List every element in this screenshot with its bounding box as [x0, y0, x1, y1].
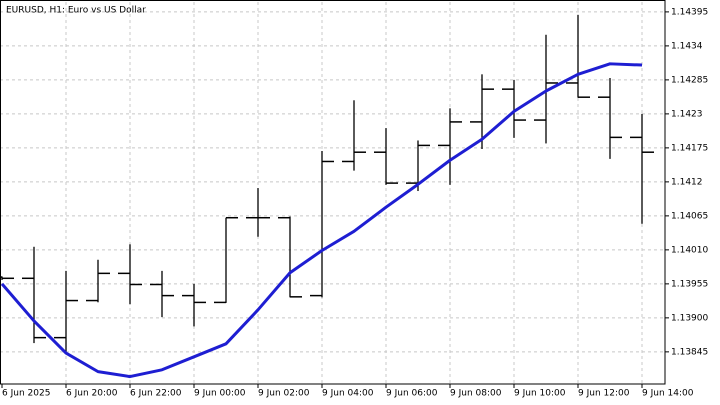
y-tick-label: 1.14395: [671, 7, 708, 17]
x-tick-label: 9 Jun 12:00: [578, 389, 630, 399]
chart-title: EURUSD, H1: Euro vs US Dollar: [6, 6, 146, 16]
y-tick-label: 1.14175: [671, 143, 708, 153]
x-tick-label: 6 Jun 20:00: [66, 389, 118, 399]
x-tick-label: 9 Jun 14:00: [642, 389, 694, 399]
y-tick-label: 1.13955: [671, 279, 708, 289]
x-tick-label: 6 Jun 22:00: [130, 389, 182, 399]
y-tick-label: 1.14010: [671, 245, 708, 255]
y-tick-label: 1.1412: [671, 177, 703, 187]
y-tick-label: 1.14285: [671, 75, 708, 85]
x-tick-label: 9 Jun 10:00: [514, 389, 566, 399]
x-tick-label: 9 Jun 06:00: [386, 389, 438, 399]
y-tick-label: 1.1434: [671, 41, 703, 51]
moving-average-line: [0, 62, 643, 379]
y-tick-label: 1.13900: [671, 313, 708, 323]
x-tick-label: 9 Jun 04:00: [322, 389, 374, 399]
plot-frame: [0, 0, 666, 385]
y-tick-label: 1.13845: [671, 347, 708, 357]
x-tick-label: 6 Jun 2025: [2, 389, 50, 399]
y-tick-label: 1.14065: [671, 211, 708, 221]
x-tick-label: 9 Jun 02:00: [258, 389, 310, 399]
x-tick-label: 9 Jun 08:00: [450, 389, 502, 399]
x-tick-label: 9 Jun 00:00: [194, 389, 246, 399]
y-tick-label: 1.1423: [671, 109, 703, 119]
